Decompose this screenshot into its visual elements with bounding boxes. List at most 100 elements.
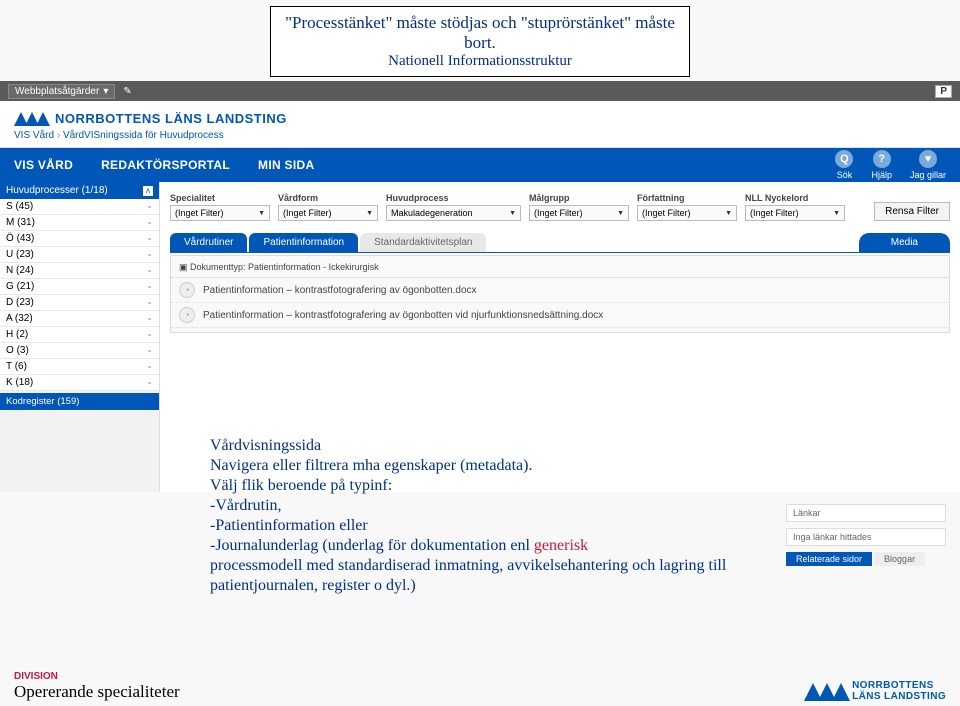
tool-like-label: Jag gillar	[910, 170, 946, 180]
chevron-down-icon: ⌄	[146, 217, 153, 228]
chevron-down-icon: ⌄	[146, 201, 153, 212]
sidebar-item[interactable]: M (31)⌄	[0, 215, 159, 231]
chevron-down-icon: ⌄	[146, 313, 153, 324]
chevron-down-icon: ▼	[725, 210, 732, 217]
crumb-sep: ›	[57, 130, 60, 141]
chevron-down-icon: ⌄	[146, 265, 153, 276]
filter-vardform: Vårdform (Inget Filter)▼	[278, 193, 378, 221]
related-tabs: Relaterade sidor Bloggar	[786, 552, 946, 566]
brand-text: NORRBOTTENS LÄNS LANDSTING	[55, 111, 287, 126]
filter-select[interactable]: (Inget Filter)▼	[278, 205, 378, 221]
filter-label: Författning	[637, 193, 737, 203]
chevron-down-icon: ⌄	[146, 377, 153, 388]
site-actions-bar: Webbplatsåtgärder ▾ ✎ P	[0, 81, 960, 101]
filter-select[interactable]: (Inget Filter)▼	[745, 205, 845, 221]
crumb-root[interactable]: VIS Vård	[14, 130, 54, 141]
collapse-icon[interactable]: ˄	[143, 186, 153, 196]
tab-blogs[interactable]: Bloggar	[874, 552, 925, 566]
document-icon: ◔	[179, 282, 195, 298]
edit-icon[interactable]: ✎	[123, 86, 131, 97]
document-row[interactable]: ◔ Patientinformation – kontrastfotografe…	[171, 303, 949, 328]
sidebar-item[interactable]: K (18)⌄	[0, 375, 159, 391]
sidebar-item[interactable]: O (3)⌄	[0, 343, 159, 359]
expand-icon[interactable]: ▣	[179, 262, 188, 272]
sidebar-list: S (45)⌄ M (31)⌄ Ö (43)⌄ U (23)⌄ N (24)⌄ …	[0, 199, 159, 391]
tab-patientinformation[interactable]: Patientinformation	[249, 233, 358, 252]
site-actions-label: Webbplatsåtgärder	[15, 86, 99, 97]
footer-brand: NORRBOTTENS LÄNS LANDSTING	[804, 681, 946, 702]
sidebar-item[interactable]: S (45)⌄	[0, 199, 159, 215]
overlay-line: processmodell med standardiserad inmatni…	[210, 556, 770, 596]
division-label: DIVISION	[14, 671, 180, 682]
quote-box: "Processtänket" måste stödjas och "stupr…	[270, 6, 690, 77]
filter-malgrupp: Målgrupp (Inget Filter)▼	[529, 193, 629, 221]
tab-standardaktivitetsplan[interactable]: Standardaktivitetsplan	[360, 233, 486, 252]
chevron-down-icon: ⌄	[146, 233, 153, 244]
overlay-line: Välj flik beroende på typinf:	[210, 476, 770, 496]
footer-left: DIVISION Opererande specialiteter	[14, 671, 180, 702]
nav-redaktorsportal[interactable]: REDAKTÖRSPORTAL	[101, 158, 230, 172]
filter-label: Vårdform	[278, 193, 378, 203]
search-icon: Q	[835, 150, 853, 168]
nav-vis-vard[interactable]: VIS VÅRD	[14, 158, 73, 172]
sidebar-item[interactable]: U (23)⌄	[0, 247, 159, 263]
brand-logo-icon	[804, 683, 846, 701]
chevron-down-icon: ⌄	[146, 345, 153, 356]
main-nav: VIS VÅRD REDAKTÖRSPORTAL MIN SIDA Q Sök …	[0, 148, 960, 182]
sidebar-item[interactable]: G (21)⌄	[0, 279, 159, 295]
links-body-box: Inga länkar hittades	[786, 528, 946, 546]
publish-badge: P	[935, 85, 952, 98]
tab-vardrutiner[interactable]: Vårdrutiner	[170, 233, 247, 252]
chevron-down-icon: ⌄	[146, 329, 153, 340]
slide-footer: DIVISION Opererande specialiteter NORRBO…	[0, 671, 960, 702]
chevron-down-icon: ⌄	[146, 281, 153, 292]
filter-select[interactable]: (Inget Filter)▼	[170, 205, 270, 221]
sidebar-item[interactable]: A (32)⌄	[0, 311, 159, 327]
right-side-boxes: Länkar Inga länkar hittades Relaterade s…	[786, 504, 946, 566]
document-row[interactable]: ◔ Patientinformation – kontrastfotografe…	[171, 278, 949, 303]
filter-label: Huvudprocess	[386, 193, 521, 203]
overlay-line: -Journalunderlag (underlag för dokumenta…	[210, 536, 770, 556]
filter-label: Målgrupp	[529, 193, 629, 203]
sidebar-item[interactable]: N (24)⌄	[0, 263, 159, 279]
filter-select[interactable]: Makuladegeneration▼	[386, 205, 521, 221]
sidebar-item[interactable]: T (6)⌄	[0, 359, 159, 375]
tool-search-label: Sök	[837, 170, 853, 180]
overlay-text: Vårdvisningssida Navigera eller filtrera…	[210, 436, 770, 596]
overlay-line: Vårdvisningssida	[210, 436, 770, 456]
tool-search[interactable]: Q Sök	[835, 150, 853, 180]
nav-tools: Q Sök ? Hjälp ♥ Jag gillar	[835, 150, 946, 180]
quote-line2: Nationell Informationsstruktur	[281, 53, 679, 70]
tab-media[interactable]: Media	[859, 233, 950, 252]
chevron-down-icon: ▼	[509, 210, 516, 217]
chevron-down-icon: ▾	[103, 86, 108, 97]
crumb-page: VårdVISningssida för Huvudprocess	[63, 130, 224, 141]
chevron-down-icon: ▼	[258, 210, 265, 217]
chevron-down-icon: ⌄	[146, 361, 153, 372]
filter-select[interactable]: (Inget Filter)▼	[529, 205, 629, 221]
sidebar-item[interactable]: Ö (43)⌄	[0, 231, 159, 247]
tabs: Vårdrutiner Patientinformation Standarda…	[170, 233, 950, 252]
chevron-down-icon: ▼	[366, 210, 373, 217]
sidebar-item[interactable]: H (2)⌄	[0, 327, 159, 343]
filter-row: Specialitet (Inget Filter)▼ Vårdform (In…	[170, 188, 950, 221]
tool-help[interactable]: ? Hjälp	[871, 150, 892, 180]
chevron-down-icon: ⌄	[146, 297, 153, 308]
site-actions-dropdown[interactable]: Webbplatsåtgärder ▾	[8, 84, 115, 99]
page-header: NORRBOTTENS LÄNS LANDSTING VIS Vård › Vå…	[0, 101, 960, 148]
sidebar-foot[interactable]: Kodregister (159)	[0, 393, 159, 410]
overlay-red-fragment: generisk	[534, 537, 588, 554]
sidebar-head[interactable]: Huvudprocesser (1/18) ˄	[0, 182, 159, 199]
chevron-down-icon: ▼	[833, 210, 840, 217]
filter-select[interactable]: (Inget Filter)▼	[637, 205, 737, 221]
tool-like[interactable]: ♥ Jag gillar	[910, 150, 946, 180]
sidebar-item[interactable]: D (23)⌄	[0, 295, 159, 311]
tab-related-pages[interactable]: Relaterade sidor	[786, 552, 872, 566]
nav-min-sida[interactable]: MIN SIDA	[258, 158, 314, 172]
like-icon: ♥	[919, 150, 937, 168]
document-icon: ◔	[179, 307, 195, 323]
clear-filters-button[interactable]: Rensa Filter	[874, 202, 950, 221]
document-title: Patientinformation – kontrastfotograferi…	[203, 285, 477, 296]
links-head-box: Länkar	[786, 504, 946, 522]
filter-huvudprocess: Huvudprocess Makuladegeneration▼	[386, 193, 521, 221]
